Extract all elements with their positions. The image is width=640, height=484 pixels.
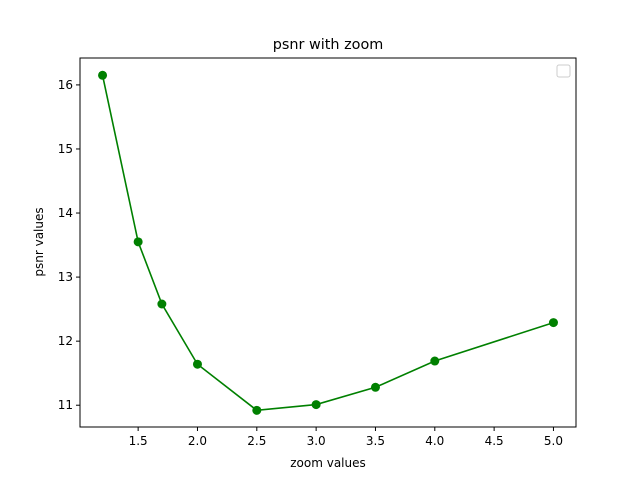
x-tick-label: 5.0 [544, 434, 563, 448]
x-tick-label: 4.0 [425, 434, 444, 448]
y-tick-label: 15 [58, 142, 73, 156]
y-axis-ticks: 11 12 13 14 15 16 [58, 78, 80, 412]
plot-area [79, 57, 577, 428]
y-tick-label: 11 [58, 398, 73, 412]
y-tick-label: 12 [58, 334, 73, 348]
y-axis-label: psnr values [32, 207, 46, 276]
x-tick-label: 2.5 [247, 434, 266, 448]
data-point [548, 318, 558, 328]
legend-box [556, 64, 571, 78]
y-tick-label: 14 [58, 206, 73, 220]
y-tick-label: 13 [58, 270, 73, 284]
data-point [370, 382, 380, 392]
data-point [98, 70, 108, 80]
plot-frame [79, 57, 577, 428]
x-axis-ticks: 1.5 2.0 2.5 3.0 3.5 4.0 4.5 5.0 [129, 427, 563, 448]
series-layer [98, 70, 558, 415]
x-tick-label: 4.5 [485, 434, 504, 448]
y-tick-label: 16 [58, 78, 73, 92]
x-tick-label: 2.0 [188, 434, 207, 448]
x-tick-label: 3.0 [307, 434, 326, 448]
x-axis-label: zoom values [290, 456, 366, 470]
data-point [311, 400, 321, 410]
data-point [157, 299, 167, 309]
data-point [430, 356, 440, 366]
data-point [192, 359, 202, 369]
x-tick-label: 1.5 [129, 434, 148, 448]
x-tick-label: 3.5 [366, 434, 385, 448]
data-point [133, 237, 143, 247]
data-point [252, 405, 262, 415]
chart-title: psnr with zoom [273, 37, 384, 53]
